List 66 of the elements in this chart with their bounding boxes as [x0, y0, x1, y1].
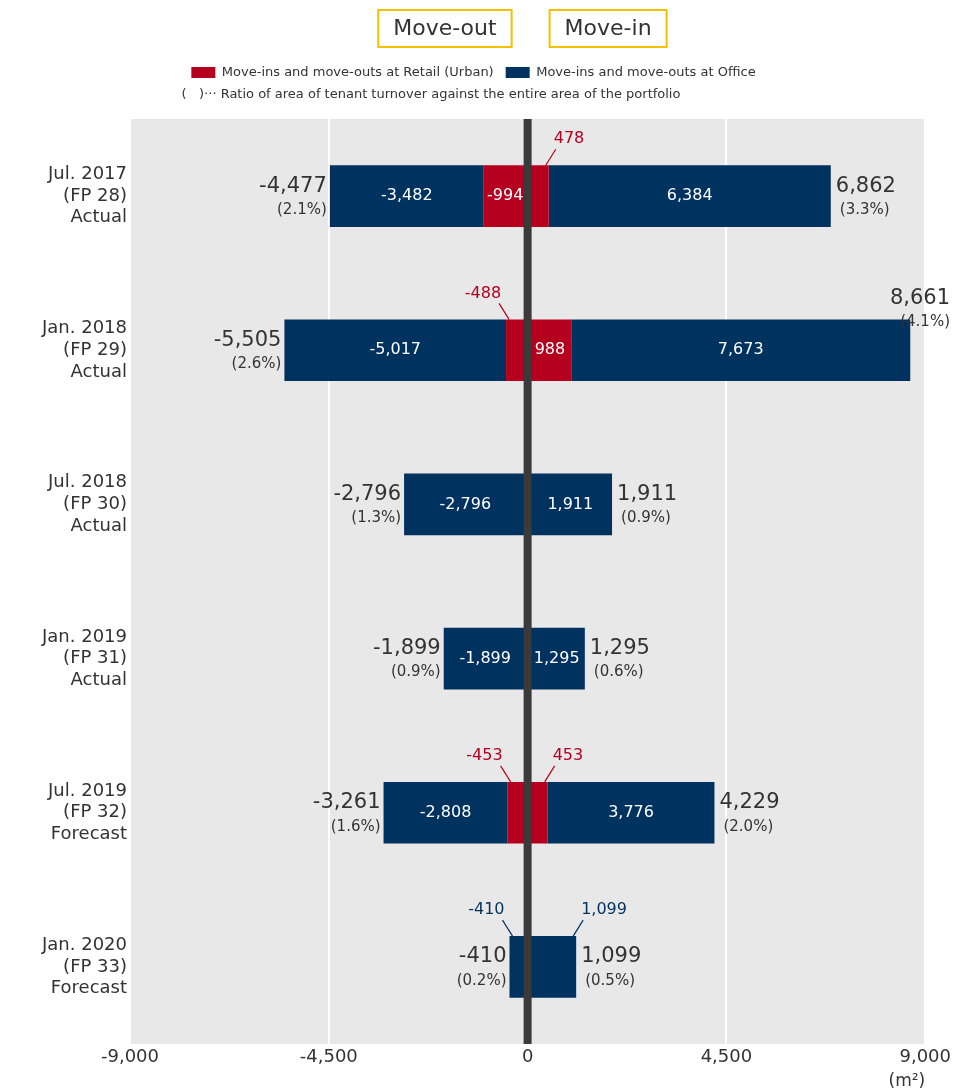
bar: [329, 165, 484, 227]
annotation: (1.3%): [351, 508, 402, 527]
y-tick-label: Jul. 2019 (FP 32) Forecast: [47, 778, 127, 844]
x-tick-label: 9,000: [899, 1045, 951, 1067]
data-label: -5,017: [369, 339, 422, 359]
x-tick-label: -4,500: [299, 1045, 358, 1067]
data-label: 1,911: [547, 493, 594, 513]
y-tick-label: Jan. 2018 (FP 29) Actual: [41, 316, 127, 381]
data-label: -488: [464, 282, 502, 302]
legend-label: Move-ins and move-outs at Retail (Urban): [221, 63, 494, 79]
annotation: -4,477: [259, 172, 327, 197]
data-label: 1,099: [581, 943, 642, 968]
data-label: -3,482: [381, 185, 433, 205]
data-label: 1,295: [533, 647, 580, 667]
annotation: (2.6%): [231, 354, 282, 373]
data-label: -453: [466, 745, 503, 765]
annotation: (0.9%): [621, 508, 671, 527]
annotation: 1,295: [589, 635, 650, 660]
annotation: (0.9%): [390, 662, 441, 681]
data-label: 453: [552, 745, 584, 765]
legend-label: Move-ins and move-outs at Office: [536, 63, 756, 79]
text: ( )··· Ratio of area of tenant turnover against the entire area of the portfolio: [181, 86, 681, 102]
data-label: -410: [458, 943, 507, 968]
text: Move-in: [564, 14, 652, 40]
y-tick-label: Jul. 2018 (FP 30) Actual: [47, 470, 127, 535]
annotation: (1.6%): [330, 816, 381, 835]
x-tick-label: 0: [521, 1045, 534, 1067]
y-tick-label: Jan. 2020 (FP 33) Forecast: [41, 932, 127, 998]
bar: [284, 319, 507, 382]
x-axis-title: (m²): [888, 1070, 926, 1091]
data-label: 478: [553, 128, 585, 148]
annotation: -5,505: [213, 326, 282, 351]
annotation: (0.6%): [593, 662, 644, 681]
annotation: (0.2%): [456, 970, 507, 989]
y-tick-label: Jul. 2017 (FP 28) Actual: [47, 162, 127, 227]
bar: [383, 781, 508, 844]
annotation: 1,099: [581, 899, 627, 919]
data-label: -994: [487, 185, 524, 205]
annotation: -1,899: [373, 635, 441, 660]
bar: [404, 473, 527, 536]
data-label: 7,673: [717, 339, 764, 359]
annotation: -3,261: [312, 789, 381, 814]
data-label: -2,796: [333, 480, 402, 505]
annotation: (0.5%): [585, 970, 635, 989]
annotation: -2,796: [439, 493, 492, 513]
annotation: (3.3%): [839, 199, 890, 218]
annotation: (2.1%): [277, 199, 327, 218]
annotation: 4,229: [719, 789, 780, 814]
data-label: -2,808: [419, 801, 472, 821]
x-tick-label: -9,000: [100, 1045, 160, 1067]
annotation: 6,862: [835, 172, 896, 197]
bar: [443, 627, 527, 690]
text: Move-out: [393, 14, 497, 40]
bar: [548, 165, 831, 227]
x-tick-label: 4,500: [700, 1045, 753, 1067]
annotation: 8,661: [889, 284, 950, 309]
annotation: (4.1%): [900, 312, 950, 331]
data-label: 6,384: [666, 185, 713, 205]
annotation: -410: [468, 899, 505, 919]
annotation: (2.0%): [723, 816, 774, 835]
y-tick-label: Jan. 2019 (FP 31) Actual: [41, 624, 127, 689]
bar: [547, 781, 715, 844]
data-label: 988: [534, 339, 566, 359]
annotation: 1,911: [617, 480, 678, 505]
data-label: -1,899: [459, 647, 511, 667]
data-label: 3,776: [608, 801, 654, 821]
